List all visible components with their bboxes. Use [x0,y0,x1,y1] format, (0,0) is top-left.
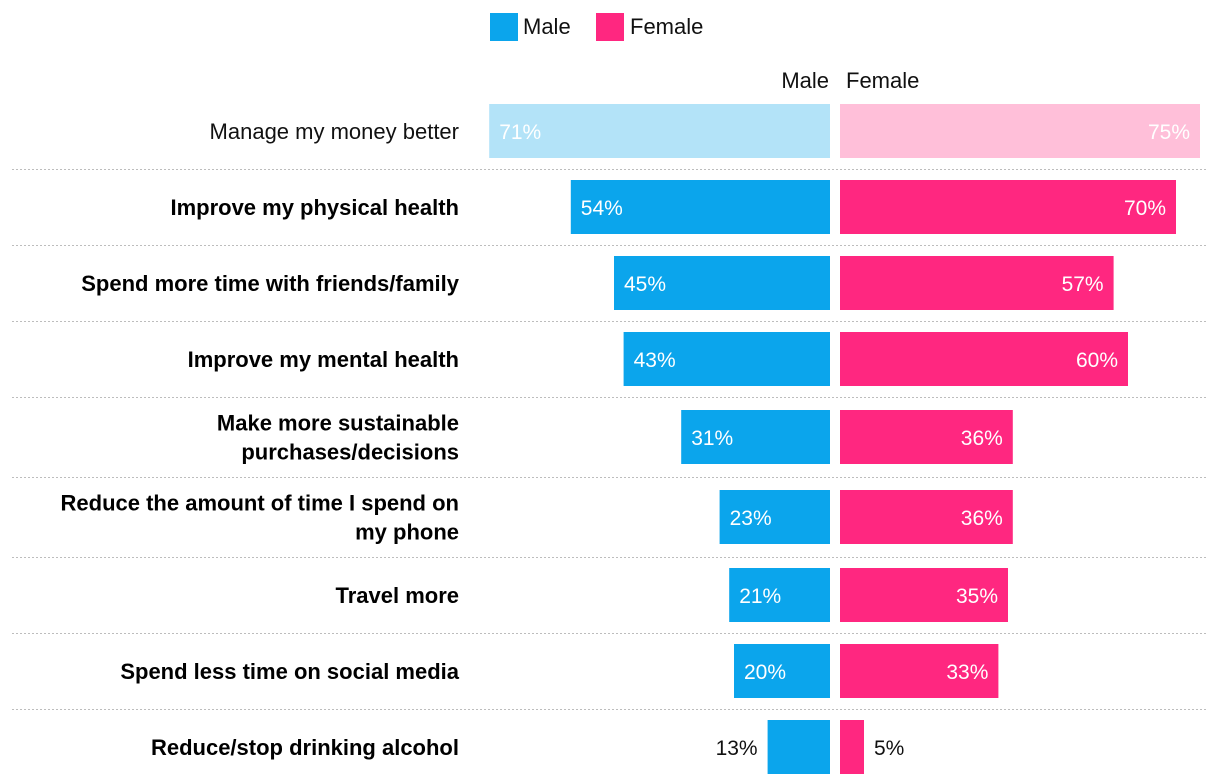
bar-female [840,180,1176,234]
bar-male [614,256,830,310]
bar-male [719,490,830,544]
category-label: Improve my physical health [170,195,459,220]
bar-female [840,104,1200,158]
bar-female [840,720,864,774]
category-label: purchases/decisions [241,440,459,465]
bar-female [840,332,1128,386]
value-label-female: 70% [1124,197,1166,220]
bar-male [489,104,830,158]
category-label: Make more sustainable [217,411,459,436]
legend-swatch-male [490,13,518,41]
value-label-male: 54% [581,197,623,220]
column-header-female: Female [846,68,919,93]
value-label-female: 36% [961,507,1003,530]
category-label: my phone [355,520,459,545]
category-label: Reduce the amount of time I spend on [61,491,459,516]
bar-male [729,568,830,622]
legend-label-male: Male [523,14,571,39]
value-label-male: 31% [691,427,733,450]
category-label: Improve my mental health [188,347,459,372]
value-label-male: 45% [624,273,666,296]
column-header-male: Male [781,68,829,93]
category-label: Spend less time on social media [120,659,459,684]
value-label-female: 5% [874,737,904,760]
bar-female [840,568,1008,622]
bar-female [840,410,1013,464]
value-label-female: 35% [956,585,998,608]
value-label-female: 60% [1076,349,1118,372]
legend: Male Female [490,13,703,41]
value-label-male: 20% [744,661,786,684]
bar-male [767,720,830,774]
value-label-male: 71% [499,121,541,144]
value-label-male: 43% [634,349,676,372]
category-label: Spend more time with friends/family [81,271,460,296]
legend-swatch-female [596,13,624,41]
chart-rows: Manage my money better 71% 75% Improve my p… [12,104,1208,774]
value-label-male: 21% [739,585,781,608]
bar-male [734,644,830,698]
value-label-female: 36% [961,427,1003,450]
category-label: Manage my money better [210,119,459,144]
category-label: Reduce/stop drinking alcohol [151,735,459,760]
bar-male [623,332,830,386]
value-label-female: 33% [946,661,988,684]
bar-female [840,490,1013,544]
value-label-female: 57% [1062,273,1104,296]
bar-female [840,644,999,698]
value-label-male: 23% [730,507,772,530]
value-label-male: 13% [716,737,758,760]
bar-male [681,410,830,464]
bar-male [570,180,830,234]
category-label: Travel more [335,583,459,608]
legend-label-female: Female [630,14,703,39]
bar-female [840,256,1114,310]
value-label-female: 75% [1148,121,1190,144]
